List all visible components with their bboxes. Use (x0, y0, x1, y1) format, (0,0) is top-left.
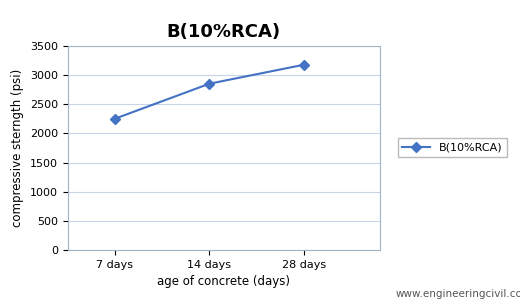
Title: B(10%RCA): B(10%RCA) (166, 23, 281, 41)
Line: B(10%RCA): B(10%RCA) (111, 61, 307, 122)
B(10%RCA) (301, 63, 307, 66)
X-axis label: age of concrete (days): age of concrete (days) (157, 275, 290, 289)
Text: www.engineeringcivil.com: www.engineeringcivil.com (395, 289, 520, 299)
Legend: B(10%RCA): B(10%RCA) (398, 138, 507, 157)
B(10%RCA) (206, 82, 213, 85)
Y-axis label: compressive sterngth (psi): compressive sterngth (psi) (11, 69, 24, 227)
B(10%RCA) (112, 117, 118, 120)
